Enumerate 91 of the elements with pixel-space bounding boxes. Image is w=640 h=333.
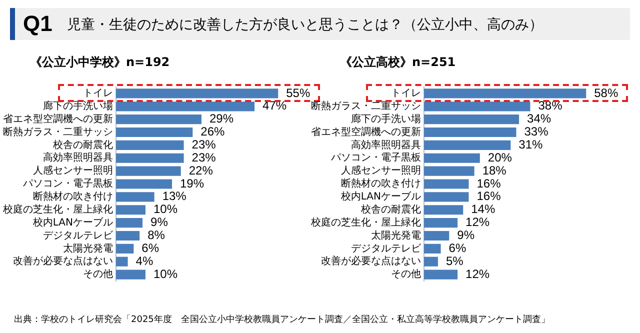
y-tick-label: 校庭の芝生化・屋上緑化 xyxy=(2,203,113,216)
bar xyxy=(116,140,184,150)
y-tick-label: その他 xyxy=(83,268,113,280)
data-label: 16% xyxy=(476,176,502,190)
bar xyxy=(424,256,438,266)
y-tick-label: 省エネ型空調機への更新 xyxy=(3,112,113,125)
bar xyxy=(424,153,480,163)
data-label: 4% xyxy=(136,254,154,268)
y-tick-label: 校庭の芝生化・屋上緑化 xyxy=(310,216,421,228)
bar xyxy=(424,166,474,176)
bar xyxy=(424,230,450,241)
y-tick-label: 太陽光発電 xyxy=(63,242,113,254)
bar xyxy=(424,127,516,138)
y-tick-label: デジタルテレビ xyxy=(351,243,422,254)
data-label: 13% xyxy=(162,189,187,204)
data-label: 18% xyxy=(482,163,507,178)
chart-title: 《公立小中学校》n=192 xyxy=(30,54,170,71)
data-label: 16% xyxy=(476,189,502,204)
data-label: 5% xyxy=(446,254,464,268)
data-label: 33% xyxy=(524,124,549,139)
y-tick-label: 校舎の耐震化 xyxy=(52,138,113,151)
y-tick-label: デジタルテレビ xyxy=(43,230,114,242)
bar xyxy=(116,88,278,98)
bar xyxy=(116,270,146,280)
data-label: 29% xyxy=(209,112,234,126)
bar xyxy=(424,218,458,228)
y-tick-label: 校舎の耐震化 xyxy=(360,203,421,216)
data-label: 10% xyxy=(153,202,178,216)
chart-title: 《公立高校》n=251 xyxy=(340,54,456,71)
y-tick-label: 改善が必要な点はない xyxy=(321,255,421,268)
bar xyxy=(424,244,441,254)
bar xyxy=(116,153,184,163)
data-label: 14% xyxy=(471,202,496,216)
data-label: 9% xyxy=(457,228,475,242)
data-label: 19% xyxy=(180,176,204,190)
bar xyxy=(116,179,172,189)
y-tick-label: 校内LANケーブル xyxy=(340,190,421,203)
source-note: 出典：学校のトイレ研究会「2025年度 全国公立小中学校教職員アンケート調査／全国公立・私立高等学校教職員アンケート調査」 xyxy=(14,314,550,326)
data-label: 6% xyxy=(448,240,466,255)
y-tick-label: トイレ xyxy=(391,88,421,100)
bar xyxy=(424,192,469,202)
bar xyxy=(116,102,255,112)
data-label: 9% xyxy=(150,215,168,230)
bar xyxy=(116,166,181,176)
y-tick-label: 断熱材の吹き付け xyxy=(33,190,113,203)
bar xyxy=(424,140,511,150)
bar xyxy=(116,192,154,202)
y-tick-label: 高効率照明器具 xyxy=(351,138,421,151)
y-tick-label: 高効率照明器具 xyxy=(43,152,113,164)
bar xyxy=(424,270,458,280)
y-tick-label: 廊下の手洗い場 xyxy=(351,112,421,125)
data-label: 55% xyxy=(286,86,310,100)
y-tick-label: 太陽光発電 xyxy=(371,229,421,242)
data-label: 20% xyxy=(488,150,512,164)
data-label: 8% xyxy=(148,228,166,242)
bar xyxy=(116,230,140,241)
data-label: 6% xyxy=(142,240,160,255)
y-tick-label: 断熱材の吹き付け xyxy=(341,178,421,190)
data-label: 58% xyxy=(594,86,618,100)
data-label: 34% xyxy=(527,112,552,126)
y-tick-label: 省エネ型空調機への更新 xyxy=(311,126,421,138)
data-label: 12% xyxy=(466,215,490,230)
bar xyxy=(116,218,143,228)
data-label: 23% xyxy=(192,150,216,164)
data-label: 12% xyxy=(466,266,490,281)
data-label: 10% xyxy=(153,266,178,281)
bar xyxy=(424,179,469,189)
y-tick-label: パソコン・電子黒板 xyxy=(330,152,421,164)
y-tick-label: トイレ xyxy=(83,88,113,100)
text: Q1 xyxy=(23,11,52,37)
y-tick-label: その他 xyxy=(391,268,421,280)
y-tick-label: 校内LANケーブル xyxy=(32,216,113,228)
y-tick-label: 断熱ガラス・二重サッシ xyxy=(3,126,113,138)
bar xyxy=(424,102,530,112)
data-label: 22% xyxy=(188,163,214,178)
text: 児童・生徒のために改善した方が良いと思うことは？（公立小中、高のみ） xyxy=(67,16,543,34)
y-tick-label: パソコン・電子黒板 xyxy=(22,178,113,190)
bar xyxy=(116,127,193,138)
bar xyxy=(424,88,586,98)
y-tick-label: 改善が必要な点はない xyxy=(13,255,113,268)
bar xyxy=(424,205,464,215)
data-label: 23% xyxy=(192,138,216,152)
bar xyxy=(116,244,134,254)
data-label: 26% xyxy=(200,124,225,139)
bar xyxy=(424,114,520,124)
bar xyxy=(116,205,146,215)
bar xyxy=(116,114,202,124)
y-tick-label: 人感センサー照明 xyxy=(341,164,421,177)
y-tick-label: 人感センサー照明 xyxy=(33,164,113,177)
data-label: 31% xyxy=(518,138,543,152)
bar xyxy=(116,256,128,266)
